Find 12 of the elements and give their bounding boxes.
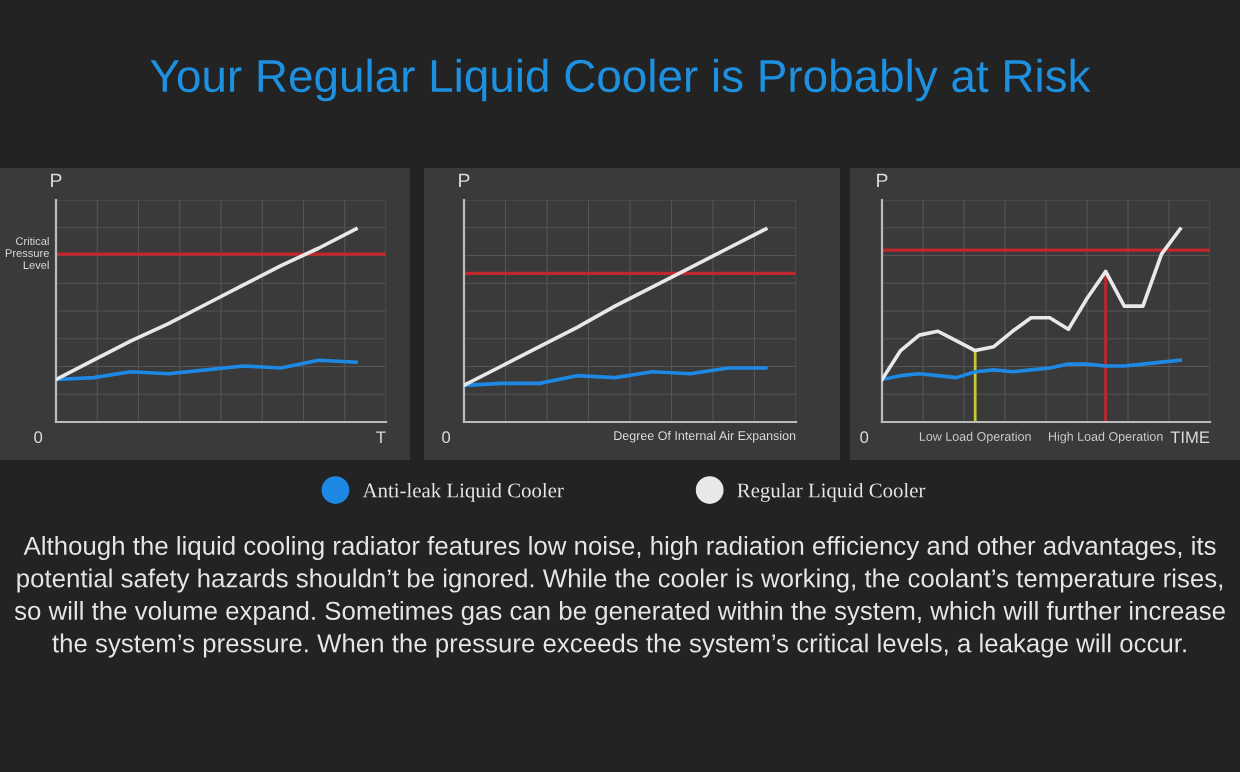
text: 0 [860, 431, 869, 444]
text: Although the liquid cooling radiator features low noise, high radiation efficiency and other advantages, its potential safety hazards shouldn’t be ignored. While the cooler is working, the coolant’s temperature rises, so will the volume expand. Sometimes gas can be generated within the system, which will further increase the system’s pressure. When the pressure exceeds the system’s critical levels, a leakage will occur. [14, 536, 1225, 658]
legend-label: Anti-leak Liquid Cooler [362, 482, 564, 502]
x-axis-title: TIME [1170, 431, 1210, 443]
y-axis-title: P [51, 173, 62, 188]
x-axis-title: T [376, 431, 386, 443]
y-axis-title: P [459, 173, 470, 188]
text: 0 [442, 431, 451, 444]
text: 0 [34, 431, 43, 444]
legend-label: Regular Liquid Cooler [737, 482, 926, 502]
text: Your Regular Liquid Cooler is Probably at Risk [150, 58, 1091, 102]
y-axis-title: P [877, 173, 888, 188]
